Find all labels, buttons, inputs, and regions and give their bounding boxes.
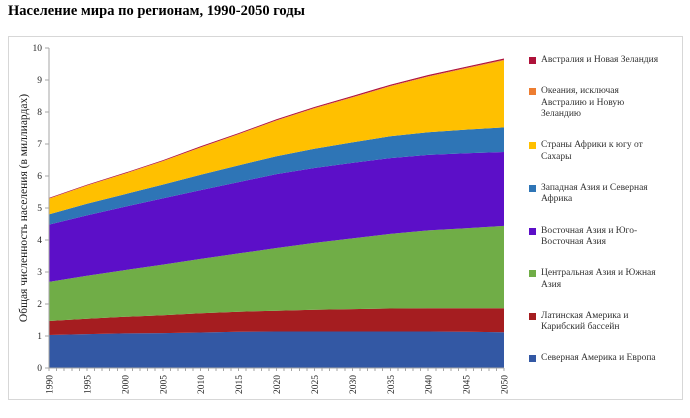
legend-swatch-central-south-asia xyxy=(529,270,536,278)
legend-item-north-america-europe: Северная Америка и Европа xyxy=(529,353,679,365)
chart-legend: Австралия и Новая Зеландия Океания, исклю… xyxy=(529,55,679,365)
y-tick-label: 5 xyxy=(37,204,42,214)
y-tick-label: 8 xyxy=(37,108,42,118)
y-tick-label: 10 xyxy=(33,44,43,54)
legend-swatch-oceania-excluding-anz xyxy=(529,88,536,96)
legend-item-west-asia-north-africa: Западная Азия и Северная Африка xyxy=(529,183,679,206)
area-latin-america-caribbean xyxy=(49,308,504,335)
area-west-asia-north-africa xyxy=(49,127,504,225)
x-tick-label: 1990 xyxy=(46,375,56,394)
legend-item-australia-new-zealand: Австралия и Новая Зеландия xyxy=(529,55,679,67)
legend-swatch-east-southeast-asia xyxy=(529,227,536,235)
y-tick-label: 9 xyxy=(37,76,42,86)
x-tick-label: 2005 xyxy=(159,375,169,394)
legend-label-sub-saharan-africa: Страны Африки к югу от Сахары xyxy=(541,140,643,162)
y-tick-label: 3 xyxy=(37,268,42,278)
chart-title: Население мира по регионам, 1990-2050 го… xyxy=(8,3,305,19)
x-tick-label: 1995 xyxy=(83,375,93,394)
y-axis-title: Общая численность населения (в миллиарда… xyxy=(18,94,30,322)
y-tick-label: 6 xyxy=(37,172,42,182)
legend-item-central-south-asia: Центральная Азия и Южная Азия xyxy=(529,268,679,291)
y-tick-label: 7 xyxy=(37,140,42,150)
chart-frame: 0 1 2 3 4 5 6 7 8 9 10 1990 1995 2000 2005 2010 2015 2020… xyxy=(8,36,683,400)
legend-swatch-sub-saharan-africa xyxy=(529,142,536,150)
legend-label-australia-new-zealand: Австралия и Новая Зеландия xyxy=(541,55,659,65)
area-east-southeast-asia xyxy=(49,152,504,282)
legend-label-oceania-excluding-anz: Океания, исключая Австралию и Новую Зела… xyxy=(541,86,625,120)
legend-swatch-australia-new-zealand xyxy=(529,57,536,64)
legend-label-north-america-europe: Северная Америка и Европа xyxy=(541,353,656,364)
legend-item-east-southeast-asia: Восточная Азия и Юго-Восточная Азия xyxy=(529,226,679,249)
x-tick-label: 2025 xyxy=(311,375,321,394)
legend-item-oceania-excluding-anz: Океания, исключая Австралию и Новую Зела… xyxy=(529,86,679,121)
x-tick-label: 2040 xyxy=(425,375,435,394)
legend-item-sub-saharan-africa: Страны Африки к югу от Сахары xyxy=(529,140,679,163)
x-tick-label: 2020 xyxy=(273,375,283,394)
x-tick-label: 2030 xyxy=(349,375,359,394)
legend-item-latin-america-caribbean: Латинская Америка и Карибский бассейн xyxy=(529,311,679,334)
chart-svg: 0 1 2 3 4 5 6 7 8 9 10 1990 1995 2000 2005 2010 2015 2020… xyxy=(18,44,511,394)
legend-swatch-north-america-europe xyxy=(529,355,536,363)
x-tick-label: 2000 xyxy=(121,375,131,394)
x-tick-label: 2050 xyxy=(501,375,511,394)
legend-label-east-southeast-asia: Восточная Азия и Юго-Восточная Азия xyxy=(541,225,638,248)
legend-swatch-west-asia-north-africa xyxy=(529,184,536,192)
x-tick-label: 2015 xyxy=(235,375,245,394)
legend-label-latin-america-caribbean: Латинская Америка и Карибский бассейн xyxy=(541,310,629,333)
x-tick-label: 2010 xyxy=(197,375,207,394)
x-tick-label: 2045 xyxy=(463,375,473,394)
y-tick-label: 2 xyxy=(37,300,42,310)
legend-label-west-asia-north-africa: Западная Азия и Северная Африка xyxy=(541,182,648,205)
x-tick-label: 2035 xyxy=(387,375,397,394)
y-tick-label: 0 xyxy=(37,364,42,374)
area-central-south-asia xyxy=(49,225,504,321)
y-tick-label: 4 xyxy=(37,236,42,246)
area-sub-saharan-africa xyxy=(49,60,504,215)
area-north-america-europe xyxy=(49,331,504,368)
y-tick-label: 1 xyxy=(37,332,42,342)
legend-swatch-latin-america-caribbean xyxy=(529,312,536,320)
legend-label-central-south-asia: Центральная Азия и Южная Азия xyxy=(541,268,656,290)
